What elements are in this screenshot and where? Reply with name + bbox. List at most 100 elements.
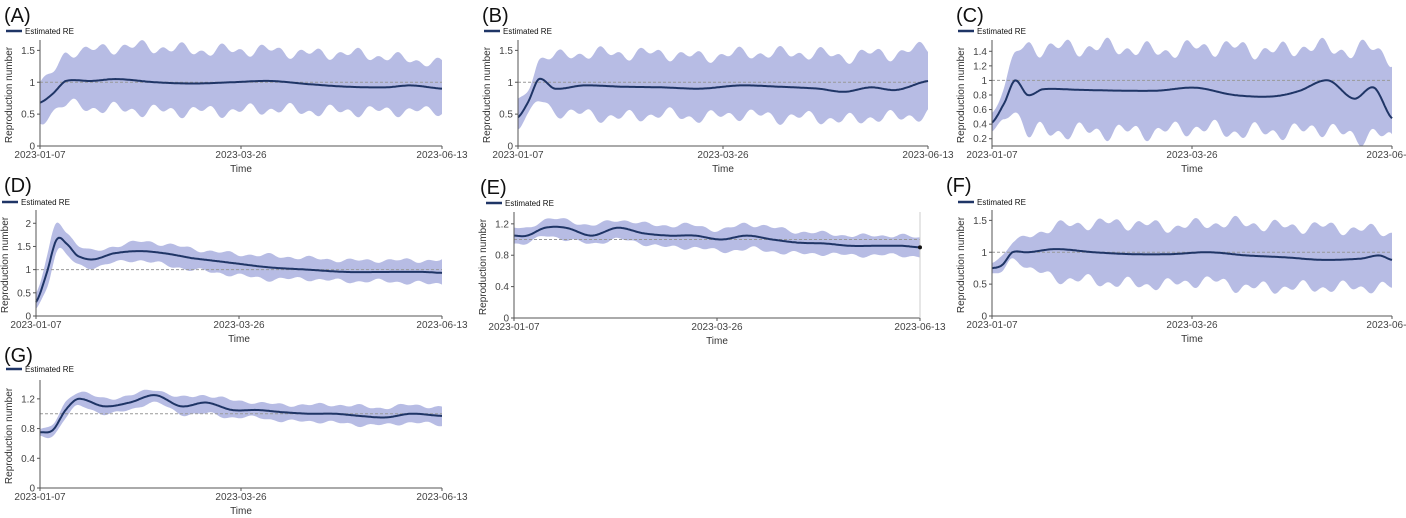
panel-f-credible-interval-band [992, 215, 1392, 294]
panel-c-y-axis-title: Reproduction number [956, 46, 967, 143]
panel-b-x-tick-label: 2023-06-13 [902, 150, 954, 161]
panel-g-x-tick-label: 2023-01-07 [14, 492, 66, 503]
panel-g-y-tick-label: 0 [29, 484, 35, 495]
panel-b-estimate-line [517, 77, 929, 119]
panel-c-estimate-line [991, 79, 1393, 124]
panel-c-credible-interval-band [992, 37, 1392, 147]
panel-f-x-tick-label: 2023-06-13 [1366, 320, 1406, 331]
panel-d-y-tick-label: 0.5 [17, 288, 31, 299]
panel-b-y-tick-label: 1.5 [499, 46, 513, 57]
panel-a-y-tick-label: 1.5 [21, 46, 35, 57]
panel-f-y-tick-label: 1.5 [973, 216, 987, 227]
panel-a: (A)Estimated RE 0 0.5 1 1.5 2023-01-07 2023-03… [4, 5, 468, 175]
panel-e: (E)Estimated RE 0 0.4 0.8 1.2 2023-01-07 2023-… [478, 177, 946, 347]
panel-f-x-axis-title: Time [1181, 334, 1203, 345]
panel-f-y-tick-label: 1 [981, 248, 987, 259]
panel-d-x-tick-label: 2023-03-26 [213, 320, 265, 331]
panel-f: (F) Estimated RE 0 0.5 1 1.5 2023-01-07 2023-03… [946, 175, 1406, 345]
panel-c-y-tick-label: 0.4 [973, 120, 987, 131]
panel-c: (C)Estimated RE 0.2 0.4 0.6 0.8 1 1.2 1.4 2023-0… [956, 5, 1406, 175]
panel-d-x-axis-title: Time [228, 334, 250, 345]
panel-d-letter: (D) [4, 175, 32, 197]
panel-g-y-tick-label: 0.8 [21, 424, 35, 435]
panel-e-credible-interval-band [514, 218, 920, 258]
panel-d-legend-label: Estimated RE [21, 198, 70, 207]
panel-a-x-tick-label: 2023-03-26 [215, 150, 267, 161]
panel-b-legend-label: Estimated RE [503, 27, 552, 36]
panel-b: (B)Estimated RE 0 0.5 1 1.5 2023-01-07 2023-03… [482, 5, 954, 175]
panel-c-legend-label: Estimated RE [977, 27, 1026, 36]
panel-c-y-tick-label: 1.2 [973, 61, 987, 72]
panel-e-x-axis-title: Time [706, 336, 728, 347]
panel-f-letter: (F) [946, 175, 972, 197]
panel-c-letter: (C) [956, 5, 984, 27]
panel-c-y-tick-label: 1.4 [973, 47, 987, 58]
panel-e-estimate-line [514, 225, 921, 249]
panel-f-x-tick-label: 2023-03-26 [1166, 320, 1218, 331]
panel-c-x-tick-label: 2023-03-26 [1166, 150, 1218, 161]
panel-d-y-tick-label: 1.5 [17, 242, 31, 253]
panel-a-y-tick-label: 1 [29, 78, 35, 89]
panel-g-estimate-line [39, 394, 442, 434]
panel-f-y-axis-title: Reproduction number [956, 216, 967, 313]
panel-g-y-axis-title: Reproduction number [4, 387, 15, 484]
panel-e-letter: (E) [480, 177, 507, 199]
panel-b-y-axis-title: Reproduction number [482, 46, 493, 143]
panel-e-y-tick-label: 1.2 [495, 219, 509, 230]
panel-f-y-tick-label: 0.5 [973, 280, 987, 291]
panel-e-end-marker [918, 245, 922, 250]
panel-f-x-tick-label: 2023-01-07 [966, 320, 1018, 331]
panel-b-x-tick-label: 2023-03-26 [697, 150, 749, 161]
panel-b-y-tick-label: 0.5 [499, 110, 513, 121]
panel-c-y-tick-label: 1 [981, 76, 987, 87]
panel-e-y-tick-label: 0.8 [495, 251, 509, 262]
panel-a-x-axis-title: Time [230, 164, 252, 175]
panel-b-x-tick-label: 2023-01-07 [492, 150, 544, 161]
panel-b-y-tick-label: 0 [507, 142, 513, 153]
panel-c-y-tick-label: 0.6 [973, 105, 987, 116]
panel-d-x-tick-label: 2023-01-07 [10, 320, 62, 331]
panel-g-legend-label: Estimated RE [25, 365, 74, 374]
panel-g: (G)Estimated RE 0 0.4 0.8 1.2 2023-01-07 2023-… [4, 345, 468, 517]
panel-b-y-tick-label: 1 [507, 78, 513, 89]
panel-f-estimate-line [991, 248, 1393, 270]
panel-f-legend-label: Estimated RE [977, 198, 1026, 207]
panel-g-x-tick-label: 2023-03-26 [215, 492, 267, 503]
panel-g-y-tick-label: 1.2 [21, 394, 35, 405]
panel-c-x-tick-label: 2023-06-13 [1366, 150, 1406, 161]
panel-c-x-axis-title: Time [1181, 164, 1203, 175]
panel-d-y-axis-title: Reproduction number [0, 216, 11, 313]
panel-a-y-tick-label: 0.5 [21, 110, 35, 121]
panel-e-y-tick-label: 0.4 [495, 282, 509, 293]
panel-d-y-tick-label: 1 [25, 265, 31, 276]
panel-d-credible-interval-band [36, 222, 442, 309]
panel-d-estimate-line [35, 236, 443, 303]
panel-a-x-tick-label: 2023-06-13 [416, 150, 468, 161]
panel-g-y-tick-label: 0.4 [21, 454, 35, 465]
panel-e-y-axis-title: Reproduction number [478, 218, 489, 315]
panel-d-y-tick-label: 2 [25, 219, 31, 230]
panel-e-x-tick-label: 2023-03-26 [691, 322, 743, 333]
panel-e-x-tick-label: 2023-06-13 [894, 322, 946, 333]
panel-a-y-axis-title: Reproduction number [4, 46, 15, 143]
panel-d-y-tick-label: 0 [25, 312, 31, 323]
panel-e-x-tick-label: 2023-01-07 [488, 322, 540, 333]
panel-g-letter: (G) [4, 345, 33, 367]
panel-a-letter: (A) [4, 5, 31, 27]
panel-a-estimate-line [39, 77, 442, 104]
panel-a-y-tick-label: 0 [29, 142, 35, 153]
panel-d-x-tick-label: 2023-06-13 [416, 320, 468, 331]
panel-c-y-tick-label: 0.2 [973, 134, 987, 145]
panel-d: (D)Estimated RE 0 0.5 1 1.5 2 2023-01-07 2023-0… [0, 175, 468, 345]
panel-e-y-tick-label: 0 [503, 314, 509, 325]
panel-g-x-tick-label: 2023-06-13 [416, 492, 468, 503]
panel-b-letter: (B) [482, 5, 509, 27]
panel-f-y-tick-label: 0 [981, 312, 987, 323]
panel-e-legend-label: Estimated RE [505, 199, 554, 208]
panel-c-y-tick-label: 0.8 [973, 91, 987, 102]
panel-a-x-tick-label: 2023-01-07 [14, 150, 66, 161]
panel-a-legend-label: Estimated RE [25, 27, 74, 36]
panel-c-x-tick-label: 2023-01-07 [966, 150, 1018, 161]
panel-g-x-axis-title: Time [230, 506, 252, 517]
